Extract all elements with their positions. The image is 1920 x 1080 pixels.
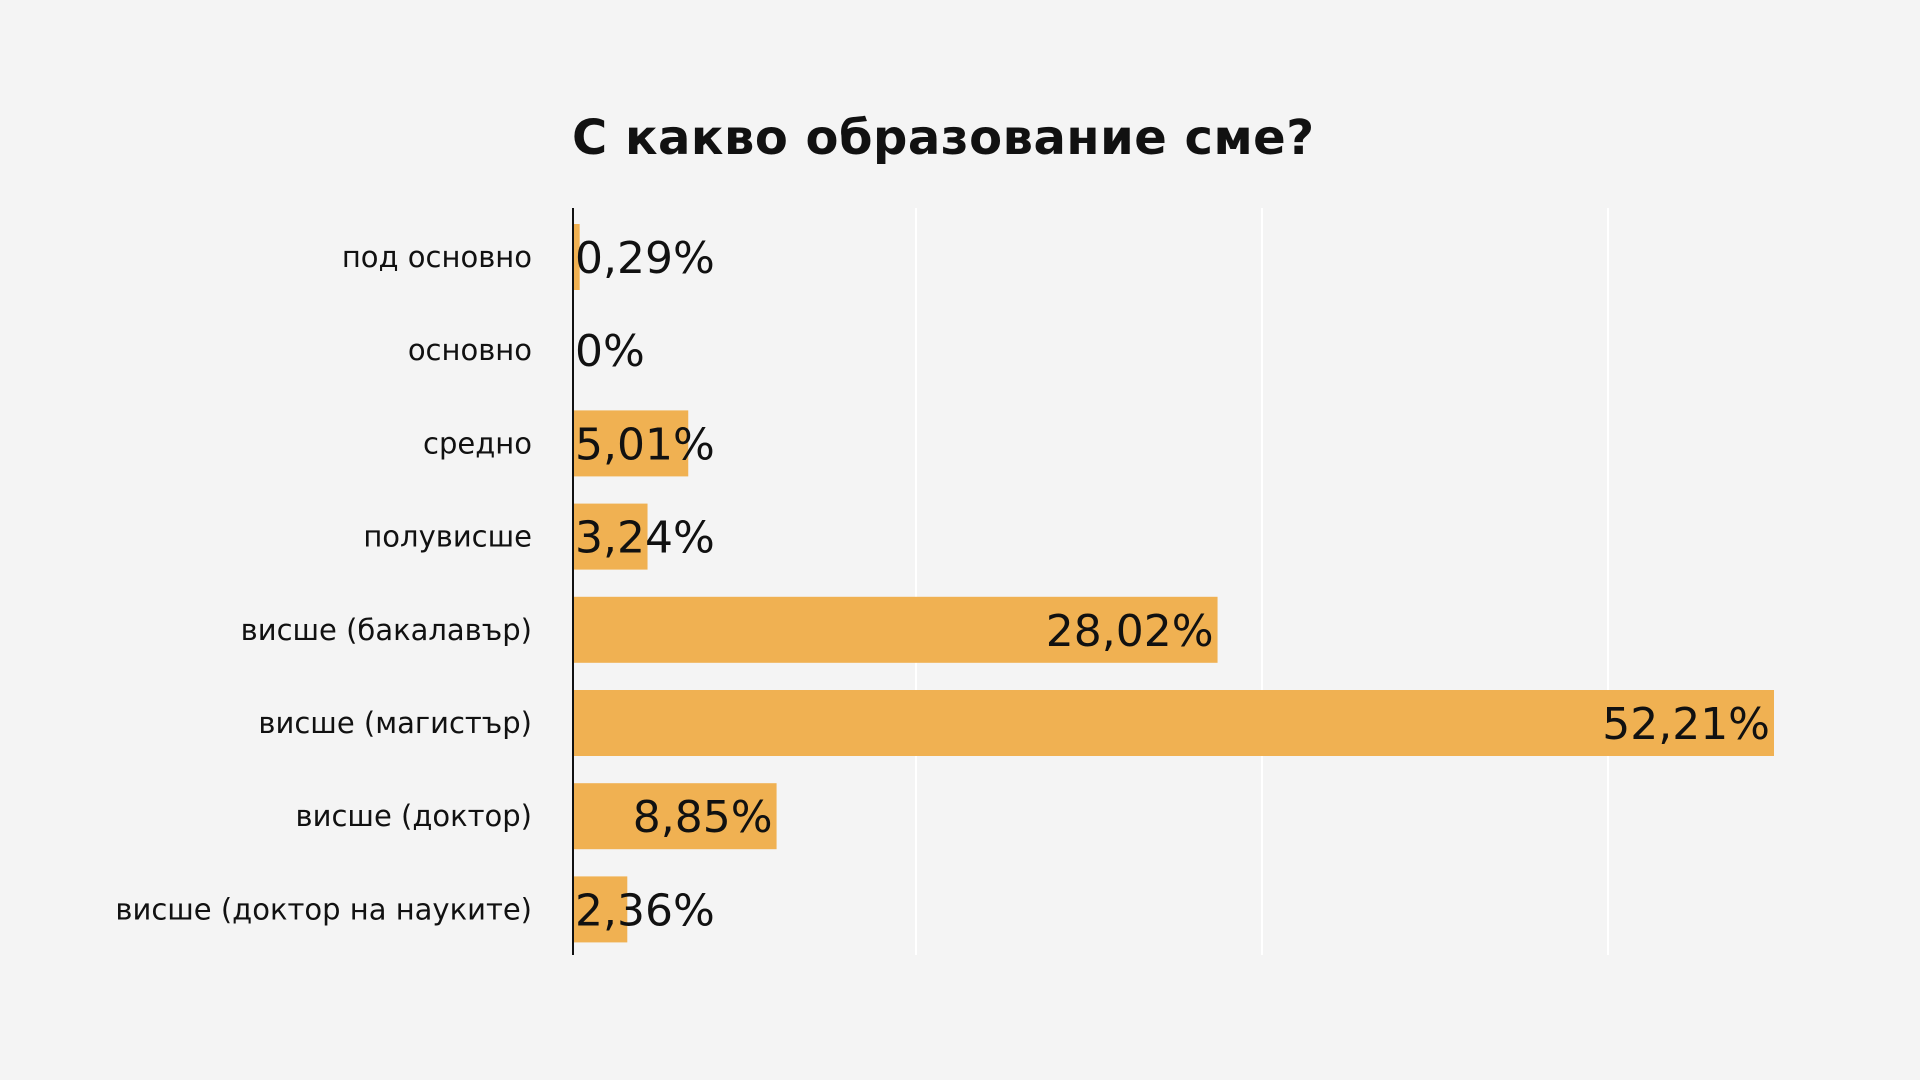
category-labels: под основно основно средно полувисше висше (… (115, 240, 532, 926)
category-label: висше (магистър) (258, 706, 532, 740)
bar (573, 690, 1774, 756)
value-label: 5,01% (575, 419, 715, 470)
value-label: 28,02% (1046, 606, 1214, 657)
value-label: 0,29% (575, 233, 715, 284)
value-label: 2,36% (575, 885, 715, 936)
value-labels: 0,29% 0% 5,01% 3,24% 28,02% 52,21% 8,85% 2,36% (575, 233, 1770, 936)
value-label: 52,21% (1602, 699, 1770, 750)
category-label: висше (бакалавър) (241, 613, 532, 647)
bar (573, 783, 777, 850)
gridlines (915, 208, 1609, 955)
category-label: полувисше (363, 520, 532, 554)
bar (573, 503, 648, 570)
value-label: 3,24% (575, 513, 715, 564)
bar (573, 224, 580, 290)
category-label: основно (408, 333, 532, 367)
bar (573, 410, 689, 477)
chart-title: С какво образование сме? (572, 110, 1315, 166)
bar (573, 596, 1218, 663)
category-label: висше (доктор) (296, 799, 532, 833)
category-label: средно (423, 426, 532, 460)
category-label: под основно (342, 240, 532, 274)
value-label: 0% (575, 326, 645, 377)
bar (573, 876, 628, 943)
value-label: 8,85% (633, 792, 773, 843)
bars (573, 224, 1774, 943)
category-label: висше (доктор на науките) (115, 892, 532, 926)
